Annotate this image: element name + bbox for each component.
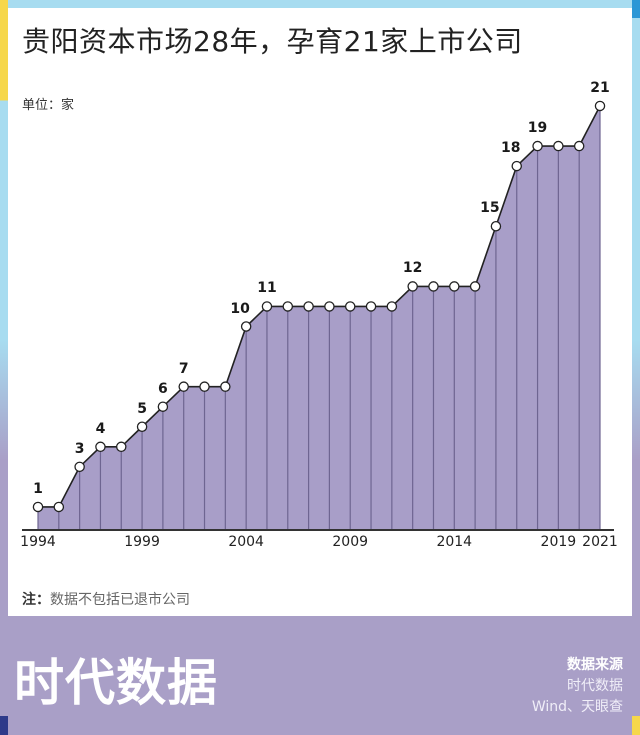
- data-point-marker: [553, 140, 564, 152]
- data-polyline: [38, 105, 601, 508]
- data-markers: [32, 100, 606, 513]
- corner-accent-top-right: [632, 0, 640, 18]
- unit-label: 单位：家: [22, 98, 75, 113]
- data-point-marker: [303, 301, 314, 312]
- frame-top-strip: [0, 0, 640, 8]
- x-tick-label: 2004: [228, 534, 264, 550]
- corner-accent-bottom-right: [632, 716, 640, 735]
- data-point-marker: [95, 441, 106, 453]
- data-point-marker: [449, 281, 460, 292]
- data-point-marker: [116, 441, 127, 453]
- data-value-label: 1: [33, 480, 43, 497]
- data-value-label: 18: [500, 140, 521, 157]
- data-value-label: 5: [137, 400, 147, 417]
- corner-accent-bottom-left: [0, 716, 8, 735]
- data-point-marker: [74, 461, 85, 473]
- data-value-label: 7: [178, 360, 189, 377]
- footnote: 注：数据不包括已退市公司: [22, 589, 190, 609]
- data-source: 数据来源 时代数据 Wind、天眼查: [532, 655, 623, 718]
- year-dividers: [37, 105, 601, 530]
- data-point-marker: [261, 301, 273, 312]
- data-value-label: 4: [95, 420, 106, 437]
- data-point-marker: [511, 160, 522, 172]
- x-tick-label: 2009: [332, 534, 369, 550]
- data-point-marker: [386, 301, 398, 312]
- source-line: 时代数据: [567, 678, 623, 694]
- x-tick-label: 1999: [124, 534, 160, 550]
- brand-logo: 时代数据: [14, 654, 218, 712]
- x-tick-label: 2019: [540, 534, 577, 550]
- x-tick-label: 1994: [20, 534, 56, 550]
- data-value-label: 21: [590, 79, 610, 96]
- area-fill: [38, 105, 600, 530]
- footnote-text: 数据不包括已退市公司: [50, 592, 190, 608]
- frame-left-strip: [0, 0, 8, 616]
- data-point-marker: [469, 281, 481, 292]
- data-point-marker: [282, 301, 294, 312]
- data-point-marker: [136, 421, 148, 432]
- data-value-label: 3: [74, 440, 85, 457]
- data-point-marker: [240, 321, 252, 332]
- data-point-marker: [428, 281, 439, 292]
- data-point-marker: [324, 301, 335, 312]
- area-fill-path: [38, 105, 600, 530]
- data-line: [38, 105, 601, 508]
- data-point-marker: [199, 381, 210, 392]
- data-point-marker: [178, 381, 189, 392]
- footnote-key: 注：: [22, 592, 50, 608]
- source-title: 数据来源: [567, 657, 623, 673]
- data-value-label: 12: [402, 260, 423, 277]
- data-point-marker: [220, 381, 231, 392]
- x-tick-label: 2014: [436, 534, 473, 550]
- data-point-marker: [32, 501, 44, 513]
- data-point-marker: [365, 301, 377, 312]
- data-point-marker: [573, 140, 585, 152]
- data-value-label: 15: [480, 200, 500, 217]
- data-point-marker: [407, 281, 418, 292]
- data-point-marker: [157, 401, 169, 412]
- data-value-label: 19: [527, 120, 548, 137]
- data-point-marker: [490, 220, 502, 232]
- data-point-marker: [53, 501, 65, 513]
- frame-right-strip: [632, 0, 640, 616]
- data-value-label: 6: [158, 380, 168, 397]
- x-tick-label: 2021: [582, 534, 618, 550]
- data-point-marker: [532, 140, 543, 152]
- source-line: Wind、天眼查: [531, 699, 623, 715]
- area-chart: [22, 100, 614, 531]
- chart-title: 贵阳资本市场28年，孕育21家上市公司: [22, 25, 523, 58]
- data-value-label: 10: [230, 300, 250, 317]
- data-point-marker: [344, 301, 356, 312]
- data-point-marker: [594, 100, 606, 112]
- data-value-label: 11: [257, 280, 277, 297]
